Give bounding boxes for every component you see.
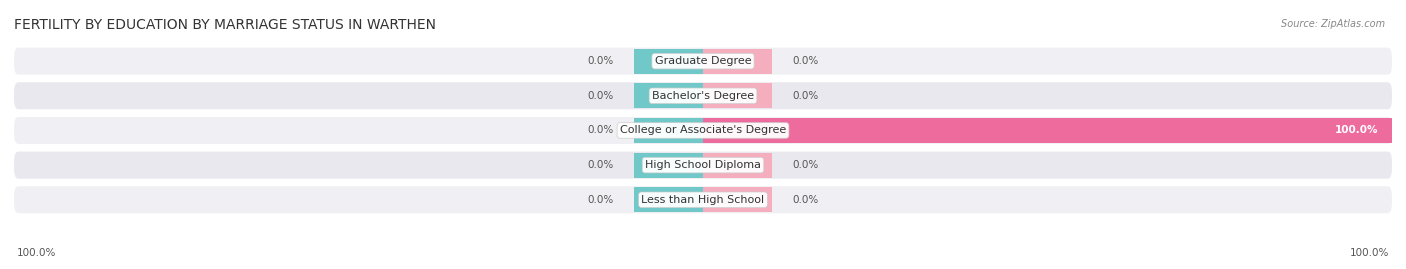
Text: Less than High School: Less than High School (641, 195, 765, 205)
Text: 0.0%: 0.0% (793, 195, 818, 205)
Text: 100.0%: 100.0% (1334, 125, 1378, 136)
Text: 100.0%: 100.0% (17, 248, 56, 258)
Text: Source: ZipAtlas.com: Source: ZipAtlas.com (1281, 19, 1385, 29)
Text: 0.0%: 0.0% (588, 56, 613, 66)
FancyBboxPatch shape (14, 186, 1392, 213)
Text: 0.0%: 0.0% (793, 91, 818, 101)
Text: 0.0%: 0.0% (588, 160, 613, 170)
Bar (703, 118, 1392, 143)
Bar (703, 49, 772, 74)
Bar (703, 83, 772, 108)
Bar (634, 83, 703, 108)
Bar (634, 118, 703, 143)
Text: 0.0%: 0.0% (588, 195, 613, 205)
Text: College or Associate's Degree: College or Associate's Degree (620, 125, 786, 136)
Text: 100.0%: 100.0% (1350, 248, 1389, 258)
Bar (703, 153, 772, 178)
FancyBboxPatch shape (14, 48, 1392, 75)
Bar (634, 49, 703, 74)
FancyBboxPatch shape (14, 152, 1392, 179)
Text: High School Diploma: High School Diploma (645, 160, 761, 170)
Bar (634, 187, 703, 212)
Text: 0.0%: 0.0% (588, 91, 613, 101)
Text: 0.0%: 0.0% (588, 125, 613, 136)
Text: Bachelor's Degree: Bachelor's Degree (652, 91, 754, 101)
Text: 0.0%: 0.0% (793, 160, 818, 170)
Text: FERTILITY BY EDUCATION BY MARRIAGE STATUS IN WARTHEN: FERTILITY BY EDUCATION BY MARRIAGE STATU… (14, 18, 436, 32)
FancyBboxPatch shape (14, 117, 1392, 144)
Text: 0.0%: 0.0% (793, 56, 818, 66)
FancyBboxPatch shape (14, 82, 1392, 109)
Text: Graduate Degree: Graduate Degree (655, 56, 751, 66)
Bar (634, 153, 703, 178)
Bar (703, 187, 772, 212)
